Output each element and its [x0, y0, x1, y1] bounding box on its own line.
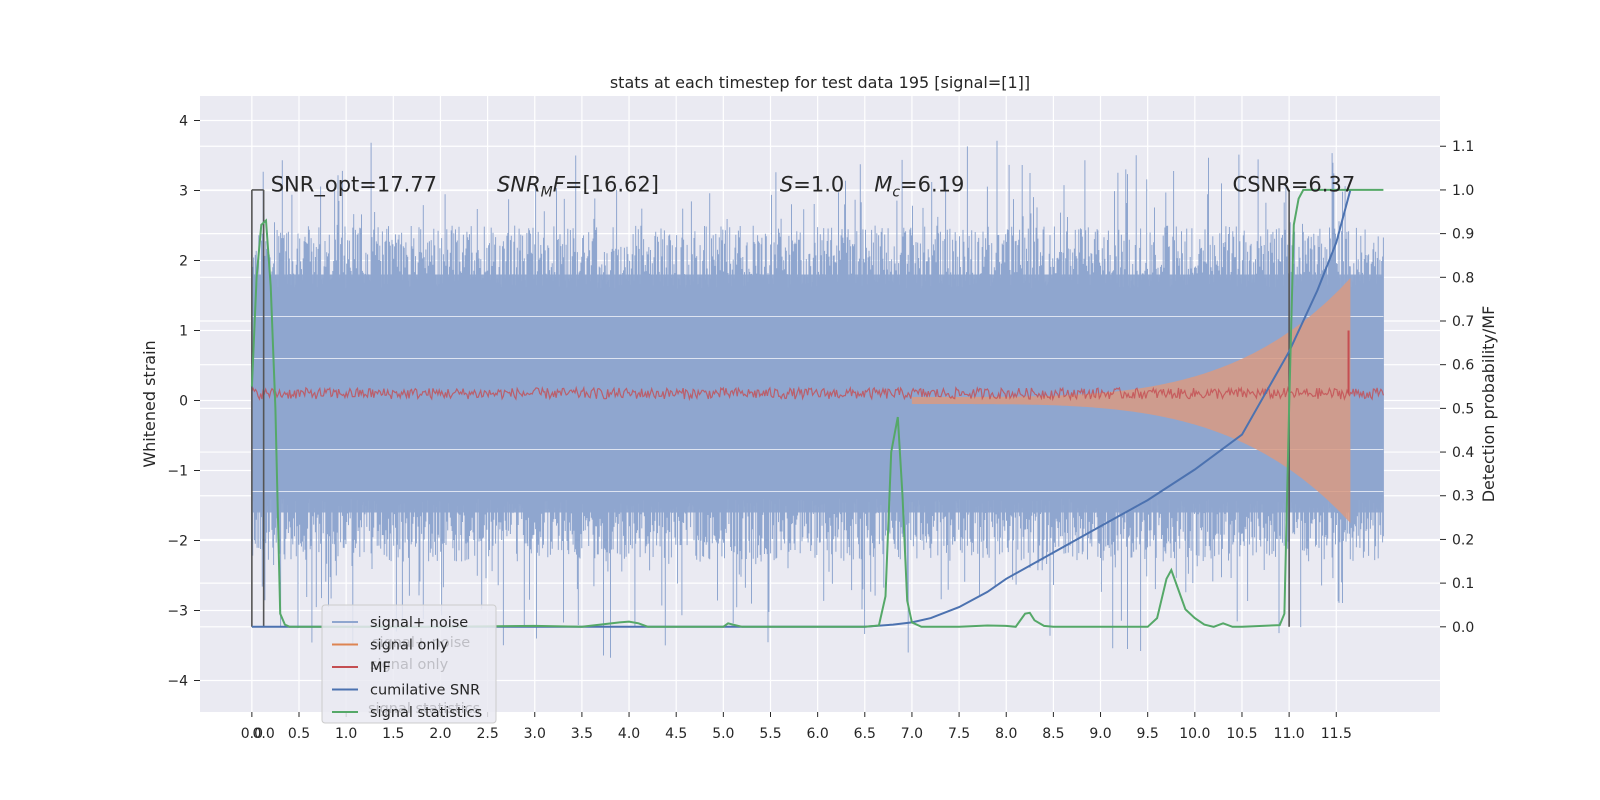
legend-label: MF	[370, 660, 391, 676]
annotation: CSNR=6.37	[1233, 173, 1356, 197]
y2-tick-label: 0.7	[1452, 314, 1474, 330]
y-tick-label: −4	[167, 674, 188, 690]
y-tick-label: 2	[179, 254, 188, 270]
x-tick-label: 7.0	[901, 726, 923, 742]
y2-tick-label: 0.6	[1452, 358, 1474, 374]
annotation: Mc=6.19	[874, 173, 964, 201]
y2-tick-labels: 1.1 1.0 0.9 0.8 0.7 0.6 0.5 0.4 0.3 0.2 0.1 0.0	[1440, 139, 1474, 636]
x-tick-label: 11.0	[1274, 726, 1305, 742]
x-tick-label: 0.0	[253, 726, 275, 742]
annotation: SNRMF=[16.62]	[497, 173, 659, 201]
x-tick-label: 1.0	[335, 726, 357, 742]
y2-tick-label: 0.4	[1452, 445, 1474, 461]
legend-ghost-label: signal+ noise	[372, 635, 470, 651]
annotation: SNR_opt=17.77	[271, 173, 437, 198]
y2-tick-label: 1.1	[1452, 139, 1474, 155]
chart-title: stats at each timestep for test data 195…	[610, 73, 1030, 92]
x-tick-label: 9.0	[1089, 726, 1111, 742]
x-tick-label: 1.5	[382, 726, 404, 742]
legend-box	[321, 604, 497, 724]
mf-series	[251, 330, 1384, 402]
x-tick-label: 3.5	[571, 726, 593, 742]
mf-trace	[251, 385, 1384, 402]
x-tick-label: 7.5	[948, 726, 970, 742]
y2-tick-label: 0.8	[1452, 270, 1474, 286]
x-tick-label: 0.0	[241, 726, 263, 742]
y2-tick-label: 0.1	[1452, 576, 1474, 592]
y-tick-label: −1	[167, 464, 188, 480]
x-tick-label: 6.0	[807, 726, 829, 742]
x-tick-label: 10.0	[1179, 726, 1210, 742]
y2-tick-label: 0.0	[1452, 620, 1474, 636]
y-tick-label: 4	[179, 114, 188, 130]
x-tick-label: 5.5	[759, 726, 781, 742]
x-tick-label: 2.0	[429, 726, 451, 742]
x-tick-label: 4.5	[665, 726, 687, 742]
y-tick-label: 0	[179, 394, 188, 410]
y2-tick-label: 0.9	[1452, 227, 1474, 243]
y-tick-label: 1	[179, 324, 188, 340]
y-tick-label: −2	[167, 534, 188, 550]
x-tick-label: 8.0	[995, 726, 1017, 742]
y2-tick-label: 1.0	[1452, 183, 1474, 199]
x-tick-label: 0.5	[288, 726, 310, 742]
y-tick-label: −3	[167, 604, 188, 620]
signal-only-envelope	[911, 278, 1351, 523]
x-tick-label: 10.5	[1226, 726, 1257, 742]
x-tick-labels: 0.0 0.5 1.0 1.5 2.0 2.5 3.0 3.5 4.0 4.5 5.0 5.5 6.0 6…	[241, 712, 1352, 742]
x-tick-label: 5.0	[712, 726, 734, 742]
annotations: SNR_opt=17.77 SNRMF=[16.62] S=1.0 Mc=6.19 CS…	[271, 173, 1355, 201]
y2-tick-label: 0.2	[1452, 532, 1474, 548]
x-tick-label: 9.5	[1137, 726, 1159, 742]
legend-ghost-label: signal statistics	[368, 701, 480, 717]
y2-tick-label: 0.3	[1452, 489, 1474, 505]
x-tick-label: 11.5	[1321, 726, 1352, 742]
x-tick-label: 3.0	[524, 726, 546, 742]
legend-label: signal statistics	[370, 705, 482, 721]
x-tick-label: 2.5	[476, 726, 498, 742]
y2-tick-label: 0.5	[1452, 401, 1474, 417]
y2-axis-title: Detection probability/MF	[1479, 306, 1498, 503]
x-tick-label: 8.5	[1042, 726, 1064, 742]
x-tick-label: 4.0	[618, 726, 640, 742]
legend-label: cumilative SNR	[370, 683, 480, 699]
signal-only-series	[911, 278, 1351, 523]
x-tick-label: 6.5	[854, 726, 876, 742]
legend-ghost-label: signal only	[370, 657, 449, 673]
legend-label: signal only	[370, 638, 449, 654]
legend-label: signal+ noise	[370, 615, 468, 631]
y-axis-title: Whitened strain	[140, 340, 159, 467]
y-tick-label: 3	[179, 184, 188, 200]
y-tick-labels: 4 3 2 1 0 −1 −2 −3 −4	[167, 114, 200, 690]
annotation: S=1.0	[780, 173, 844, 197]
